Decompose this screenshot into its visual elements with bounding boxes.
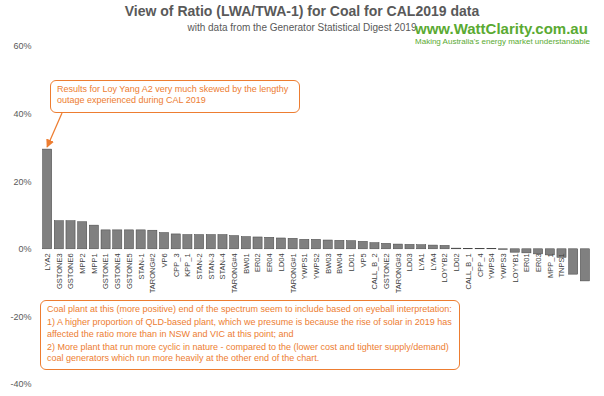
- svg-text:CALL_B_1: CALL_B_1: [464, 253, 473, 289]
- svg-text:-20%: -20%: [10, 312, 31, 322]
- svg-text:LYA2: LYA2: [43, 253, 52, 270]
- svg-text:MPP1: MPP1: [90, 253, 99, 273]
- svg-text:TARONG#3: TARONG#3: [394, 253, 403, 293]
- svg-text:TNPS1: TNPS1: [557, 253, 566, 277]
- svg-text:LOYYB1: LOYYB1: [511, 253, 520, 282]
- svg-text:LD04: LD04: [277, 253, 286, 271]
- svg-text:GSTONE6: GSTONE6: [66, 253, 75, 289]
- svg-text:ER01: ER01: [522, 253, 531, 272]
- svg-text:ER04: ER04: [265, 253, 274, 272]
- svg-text:VP6: VP6: [160, 253, 169, 267]
- svg-text:LD01: LD01: [347, 253, 356, 271]
- html-text:with data from the Generator S: with data from the Generator Statistical…: [187, 22, 417, 33]
- svg-text:GSTONE1: GSTONE1: [101, 253, 110, 289]
- svg-text:YWPS3: YWPS3: [499, 253, 508, 279]
- svg-text:GSTONE4: GSTONE4: [113, 253, 122, 289]
- svg-text:TARONG#1: TARONG#1: [289, 253, 298, 293]
- svg-text:STAN-3: STAN-3: [207, 253, 216, 279]
- svg-text:YWPS2: YWPS2: [312, 253, 321, 279]
- svg-text:STAN-2: STAN-2: [195, 253, 204, 279]
- svg-text:40%: 40%: [13, 109, 31, 119]
- svg-text:CPP_4: CPP_4: [476, 253, 485, 277]
- html-text:Coal plant at this (more posit: Coal plant at this (more positive) end o…: [47, 304, 452, 314]
- svg-text:LYA4: LYA4: [429, 253, 438, 270]
- html-text:2) More plant that run more cy: 2) More plant that run more cyclic in na…: [47, 341, 449, 363]
- html-text:1) A higher proportion of QLD-: 1) A higher proportion of QLD-based plan…: [47, 317, 452, 339]
- svg-text:TARONG#4: TARONG#4: [230, 253, 239, 293]
- svg-text:BW01: BW01: [242, 253, 251, 273]
- svg-text:GSTONE5: GSTONE5: [125, 253, 134, 289]
- svg-text:CALL_B_2: CALL_B_2: [370, 253, 379, 289]
- svg-text:MPP2: MPP2: [78, 253, 87, 273]
- html-text:Results for Loy Yang A2 very m: Results for Loy Yang A2 very much skewed…: [57, 84, 289, 106]
- svg-text:STAN-4: STAN-4: [218, 253, 227, 279]
- svg-text:YWPS1: YWPS1: [300, 253, 309, 279]
- svg-text:0%: 0%: [18, 244, 31, 254]
- svg-text:BW03: BW03: [324, 253, 333, 273]
- svg-text:CPP_3: CPP_3: [172, 253, 181, 277]
- svg-text:STAN-1: STAN-1: [137, 253, 146, 279]
- svg-text:GSTONE3: GSTONE3: [55, 253, 64, 289]
- svg-text:LD02: LD02: [452, 253, 461, 271]
- svg-text:LYA1: LYA1: [417, 253, 426, 270]
- svg-text:YWPS4: YWPS4: [487, 253, 496, 279]
- svg-text:60%: 60%: [13, 41, 31, 51]
- svg-text:BW04: BW04: [335, 253, 344, 273]
- svg-text:LOYYB2: LOYYB2: [440, 253, 449, 282]
- html-text:View of Ratio (LWA/TWA-1) for: View of Ratio (LWA/TWA-1) for Coal for C…: [124, 3, 480, 19]
- svg-text:ER03: ER03: [534, 253, 543, 272]
- html-text:www.WattClarity.com.au: www.WattClarity.com.au: [415, 20, 588, 37]
- svg-text:GSTONE2: GSTONE2: [382, 253, 391, 289]
- svg-text:LD03: LD03: [405, 253, 414, 271]
- svg-text:TARONG#2: TARONG#2: [148, 253, 157, 293]
- svg-text:VP5: VP5: [359, 253, 368, 267]
- svg-text:20%: 20%: [13, 177, 31, 187]
- svg-text:-40%: -40%: [10, 379, 31, 389]
- svg-text:MPP_1: MPP_1: [546, 253, 555, 278]
- svg-text:KPP_1: KPP_1: [183, 253, 192, 276]
- html-text:Making Australia's energy mark: Making Australia's energy market underst…: [415, 37, 590, 46]
- svg-text:ER02: ER02: [253, 253, 262, 272]
